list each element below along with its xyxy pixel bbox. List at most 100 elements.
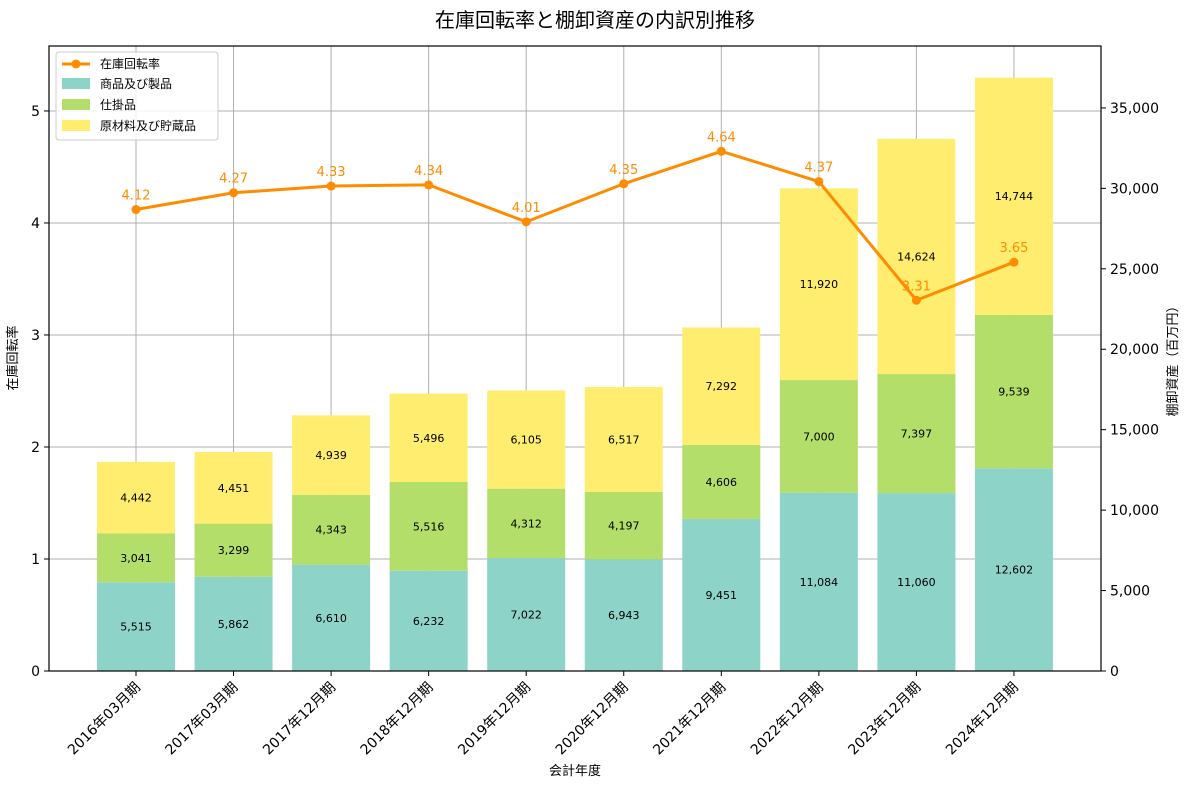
- right-tick-label: 30,000: [1110, 181, 1159, 197]
- left-tick-label: 5: [31, 104, 40, 120]
- bar-value-label: 4,442: [120, 492, 152, 505]
- bar-value-label: 4,939: [315, 449, 347, 462]
- legend-label: 原材料及び貯蔵品: [100, 119, 196, 133]
- x-tick-label: 2021年12月期: [650, 680, 729, 759]
- bar-value-label: 5,516: [413, 520, 445, 533]
- x-tick-label: 2020年12月期: [553, 680, 632, 759]
- right-tick-label: 10,000: [1110, 503, 1159, 519]
- bar-segment: [194, 523, 273, 577]
- right-y-axis-label: 棚卸資産（百万円）: [1165, 299, 1181, 416]
- bar-value-label: 4,451: [218, 482, 250, 495]
- bar-value-label: 5,515: [120, 621, 152, 634]
- bar-segment: [779, 492, 858, 671]
- bar-value-label: 4,606: [706, 476, 738, 489]
- bar-segment: [97, 582, 175, 671]
- left-tick-label: 3: [31, 328, 40, 344]
- right-tick-label: 20,000: [1110, 342, 1159, 358]
- left-tick-label: 0: [31, 664, 40, 680]
- bar-value-label: 6,943: [608, 609, 640, 622]
- x-tick-label: 2018年12月期: [358, 680, 437, 759]
- bar-segment: [292, 494, 371, 565]
- plot-frame: [48, 45, 1102, 672]
- turnover-value-label: 4.33: [317, 165, 346, 180]
- turnover-line-layer: 4.12 4.27 4.33 4.34 4.01 4.35 4.64 4.37 3.31 3.65: [122, 130, 1028, 305]
- bar-segment: [877, 374, 956, 494]
- bar-segment: [974, 77, 1053, 315]
- bar-segment: [682, 327, 761, 445]
- bar-value-label: 7,000: [803, 430, 835, 443]
- left-axis: 0 1 2 3 4 5: [31, 104, 49, 680]
- bar-value-label: 14,744: [995, 190, 1034, 203]
- x-axis-label: 会計年度: [549, 763, 601, 779]
- turnover-value-label: 4.01: [512, 201, 541, 216]
- turnover-point: [131, 205, 141, 215]
- bar-value-label: 7,397: [901, 428, 933, 441]
- bar-value-label: 7,022: [510, 609, 542, 622]
- bar-segment: [389, 482, 468, 571]
- right-tick-label: 15,000: [1110, 423, 1159, 439]
- bar-value-label: 6,517: [608, 433, 640, 446]
- turnover-point: [911, 295, 921, 305]
- x-tick-label: 2024年12月期: [943, 680, 1022, 759]
- turnover-value-label: 4.27: [219, 172, 248, 187]
- bar-segment: [682, 444, 761, 519]
- x-tick-label: 2016年03月期: [65, 680, 144, 759]
- bar-value-label: 11,060: [897, 576, 936, 589]
- legend-label: 商品及び製品: [100, 76, 172, 91]
- legend-label: 仕掛品: [100, 97, 136, 112]
- turnover-value-label: 3.65: [999, 241, 1028, 256]
- bar-value-label: 9,451: [706, 589, 738, 602]
- bar-segment: [194, 452, 273, 524]
- right-axis: 0 5,000 10,000 15,000 20,000 25,000 30,000 35,0…: [1101, 101, 1159, 680]
- bar-value-label: 4,197: [608, 520, 640, 533]
- bar-segment: [97, 461, 175, 534]
- bar-value-label: 11,920: [800, 278, 839, 291]
- turnover-value-label: 4.64: [707, 130, 736, 145]
- left-tick-label: 4: [31, 216, 40, 232]
- bar-segment: [487, 558, 566, 671]
- bar-segment: [779, 188, 858, 381]
- bar-segment: [682, 518, 761, 671]
- left-tick-label: 2: [31, 440, 40, 456]
- right-tick-label: 25,000: [1110, 262, 1159, 278]
- legend-label-turnover: 在庫回転率: [100, 56, 160, 71]
- bar-segment: [487, 488, 566, 559]
- bar-segment: [584, 386, 663, 492]
- turnover-line: [135, 149, 1015, 302]
- bar-segment: [877, 493, 956, 671]
- bar-segment: [877, 138, 956, 375]
- bar-value-label: 5,496: [413, 432, 445, 445]
- bar-value-label: 3,299: [218, 544, 250, 557]
- bar-segment: [97, 533, 175, 583]
- bar-segment: [584, 559, 663, 671]
- legend-box: [55, 51, 219, 141]
- x-tick-label: 2017年03月期: [163, 680, 242, 759]
- turnover-point: [1009, 257, 1019, 267]
- bar-segment: [487, 390, 566, 489]
- bar-value-label: 11,084: [800, 576, 839, 589]
- right-tick-label: 35,000: [1110, 101, 1159, 117]
- x-tick-label: 2023年12月期: [845, 680, 924, 759]
- turnover-point: [326, 181, 336, 191]
- turnover-value-label: 3.31: [902, 279, 931, 294]
- bar-value-label: 6,610: [315, 612, 347, 625]
- legend-swatch: [62, 78, 90, 89]
- bar-value-label: 14,624: [897, 250, 936, 263]
- legend-swatch: [62, 120, 90, 131]
- turnover-point: [716, 146, 726, 156]
- x-tick-label: 2017年12月期: [260, 680, 339, 759]
- bars-layer: 5,515 3,041 4,442 5,862 3,299 4,451 6,610 4,343…: [97, 77, 1053, 671]
- turnover-point: [521, 217, 531, 227]
- bar-segment: [389, 570, 468, 671]
- bar-segment: [194, 576, 273, 671]
- bar-value-label: 4,343: [315, 524, 347, 537]
- bar-segment: [389, 393, 468, 483]
- legend-swatch: [62, 99, 90, 110]
- turnover-point: [619, 179, 629, 189]
- bar-value-label: 6,105: [510, 434, 542, 447]
- bar-segment: [974, 314, 1053, 469]
- x-tick-label: 2022年12月期: [748, 680, 827, 759]
- bar-value-label: 12,602: [995, 564, 1034, 577]
- legend-line-marker: [71, 59, 81, 69]
